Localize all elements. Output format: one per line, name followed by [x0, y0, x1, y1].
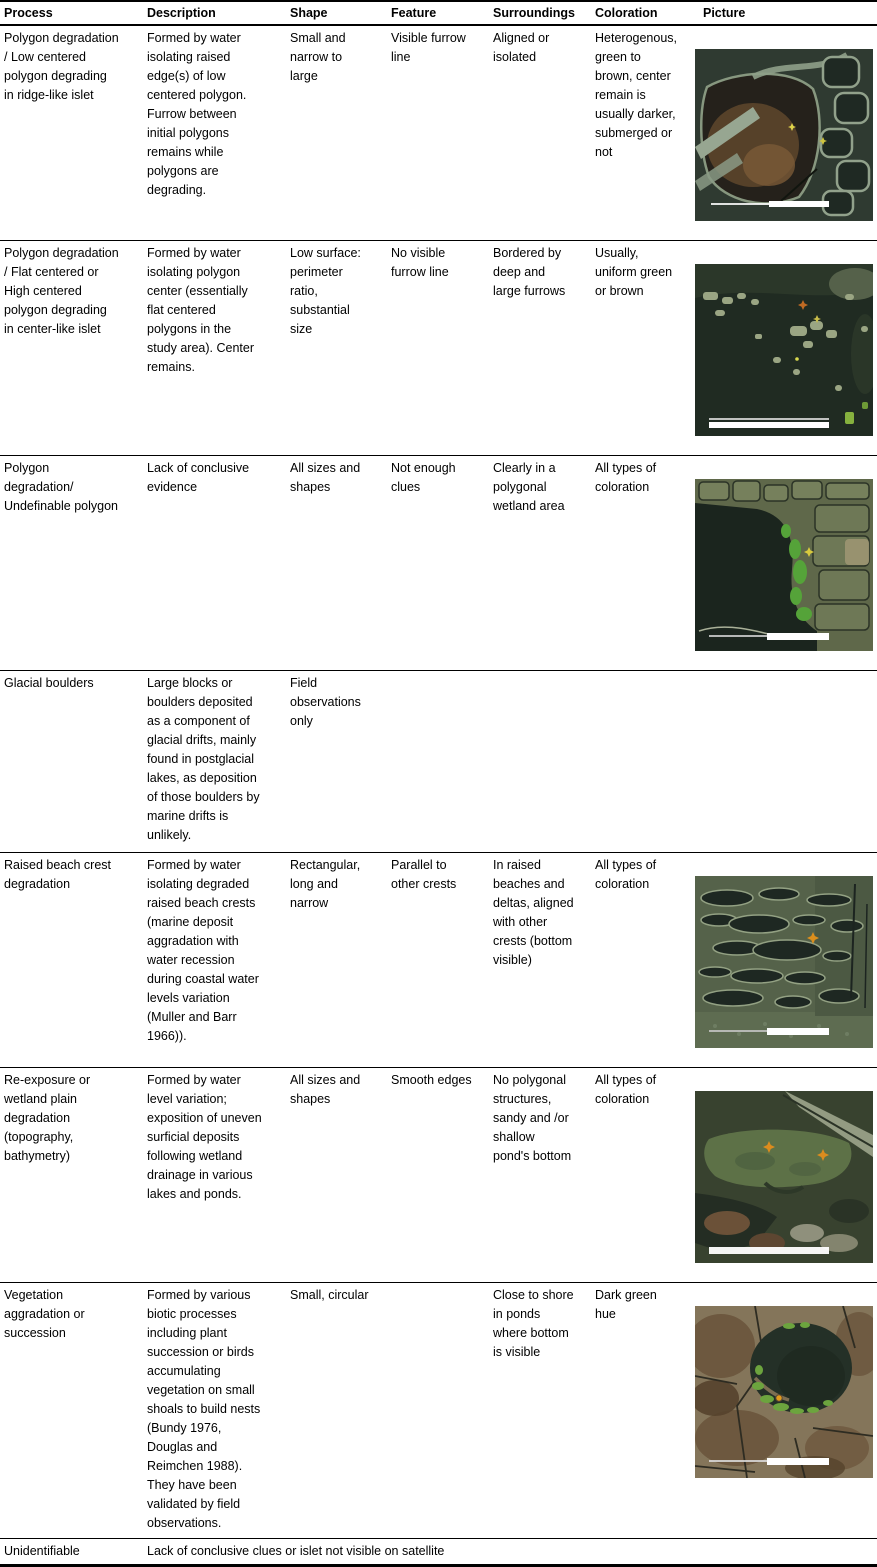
column-header-description: Description	[147, 6, 216, 20]
table-row-re-exposure: Re-exposure or wetland plain degradation…	[0, 1068, 877, 1283]
description-cell: Formed by water level variation; exposit…	[147, 1073, 262, 1201]
dot-marker	[775, 1394, 783, 1402]
star-marker	[798, 300, 808, 310]
feature-cell: Parallel to other crests	[391, 858, 457, 891]
shape-cell: All sizes and shapes	[290, 1073, 361, 1106]
coloration-cell: All types of coloration	[595, 461, 657, 494]
shape-cell: Rectangular, long and narrow	[290, 858, 361, 910]
surroundings-cell: No polygonal structures, sandy and /or s…	[493, 1073, 572, 1163]
satellite-image-center-like-islet	[695, 264, 873, 436]
picture-cell	[695, 456, 877, 670]
column-header-coloration: Coloration	[595, 6, 658, 20]
table-row-vegetation-aggradation: Vegetation aggradation or succession For…	[0, 1283, 877, 1539]
column-header-process: Process	[4, 6, 53, 20]
column-header-feature: Feature	[391, 6, 437, 20]
satellite-image-undefinable-polygon	[695, 479, 873, 651]
picture-cell-empty	[695, 671, 877, 852]
feature-cell: No visible furrow line	[391, 246, 449, 279]
surroundings-cell: Bordered by deep and large furrows	[493, 246, 566, 298]
surroundings-cell: In raised beaches and deltas, aligned wi…	[493, 858, 574, 967]
scale-bar	[709, 633, 829, 640]
process-cell: Polygon degradation / Flat centered or H…	[4, 246, 119, 336]
process-cell: Re-exposure or wetland plain degradation…	[4, 1073, 91, 1163]
scale-bar	[709, 1247, 829, 1254]
description-cell: Formed by water isolating polygon center…	[147, 246, 254, 374]
scale-bar	[709, 1028, 829, 1035]
shape-cell: Low surface: perimeter ratio, substantia…	[290, 246, 361, 336]
scale-bar	[709, 418, 829, 428]
process-cell: Polygon degradation/ Undefinable polygon	[4, 461, 118, 513]
feature-cell: Smooth edges	[391, 1073, 472, 1087]
star-marker	[804, 547, 814, 557]
picture-cell	[695, 853, 877, 1067]
description-cell: Lack of conclusive evidence	[147, 461, 250, 494]
process-cell: Unidentifiable	[4, 1544, 80, 1558]
description-cell: Formed by water isolating raised edge(s)…	[147, 31, 247, 197]
picture-cell	[695, 26, 877, 240]
feature-cell: Visible furrow line	[391, 31, 466, 64]
satellite-image-vegetation-pond	[695, 1306, 873, 1478]
star-marker	[819, 137, 827, 145]
satellite-image-low-centered-polygon	[695, 49, 873, 221]
surroundings-cell	[493, 671, 595, 852]
description-cell: Large blocks or boulders deposited as a …	[147, 676, 260, 842]
table-row-undefinable-polygon: Polygon degradation/ Undefinable polygon…	[0, 456, 877, 671]
coloration-cell: Dark green hue	[595, 1288, 657, 1321]
process-cell: Polygon degradation / Low centered polyg…	[4, 31, 119, 102]
feature-cell: Not enough clues	[391, 461, 456, 494]
picture-cell	[695, 1068, 877, 1282]
table-row-unidentifiable: Unidentifiable Lack of conclusive clues …	[0, 1539, 877, 1564]
star-marker	[807, 932, 819, 944]
shape-cell: Small, circular	[290, 1288, 369, 1302]
star-marker	[788, 123, 796, 131]
description-cell: Formed by various biotic processes inclu…	[147, 1288, 261, 1530]
note-cell: Lack of conclusive clues or islet not vi…	[147, 1544, 445, 1558]
table-row-glacial-boulders: Glacial boulders Large blocks or boulder…	[0, 671, 877, 853]
column-header-shape: Shape	[290, 6, 328, 20]
satellite-image-wetland-plain	[695, 1091, 873, 1263]
feature-cell	[391, 1283, 493, 1538]
process-cell: Raised beach crest degradation	[4, 858, 112, 891]
shape-cell: Field observations only	[290, 676, 361, 728]
description-cell: Formed by water isolating degraded raise…	[147, 858, 259, 1043]
feature-cell	[391, 671, 493, 852]
picture-cell	[695, 1283, 877, 1538]
star-marker	[813, 315, 821, 323]
coloration-cell: Heterogenous, green to brown, center rem…	[595, 31, 678, 159]
shape-cell: Small and narrow to large	[290, 31, 346, 83]
table-row-flat-high-centered-polygon: Polygon degradation / Flat centered or H…	[0, 241, 877, 456]
table-row-raised-beach-crest: Raised beach crest degradation Formed by…	[0, 853, 877, 1068]
coloration-cell: All types of coloration	[595, 858, 657, 891]
process-cell: Vegetation aggradation or succession	[4, 1288, 85, 1340]
column-header-surroundings: Surroundings	[493, 6, 575, 20]
shape-cell: All sizes and shapes	[290, 461, 361, 494]
table-row-low-centered-polygon: Polygon degradation / Low centered polyg…	[0, 26, 877, 241]
surroundings-cell: Close to shore in ponds where bottom is …	[493, 1288, 574, 1359]
coloration-cell: Usually, uniform green or brown	[595, 246, 673, 298]
surroundings-cell: Clearly in a polygonal wetland area	[493, 461, 565, 513]
picture-cell	[695, 241, 877, 455]
surroundings-cell: Aligned or isolated	[493, 31, 550, 64]
process-cell: Glacial boulders	[4, 676, 94, 690]
column-header-picture: Picture	[703, 6, 746, 20]
coloration-cell	[595, 671, 695, 852]
coloration-cell: All types of coloration	[595, 1073, 657, 1106]
table-header-row: Process Description Shape Feature Surrou…	[0, 2, 877, 26]
satellite-image-raised-beach-crest	[695, 876, 873, 1048]
scale-bar	[711, 201, 829, 207]
star-marker	[763, 1141, 775, 1153]
star-marker	[817, 1149, 829, 1161]
